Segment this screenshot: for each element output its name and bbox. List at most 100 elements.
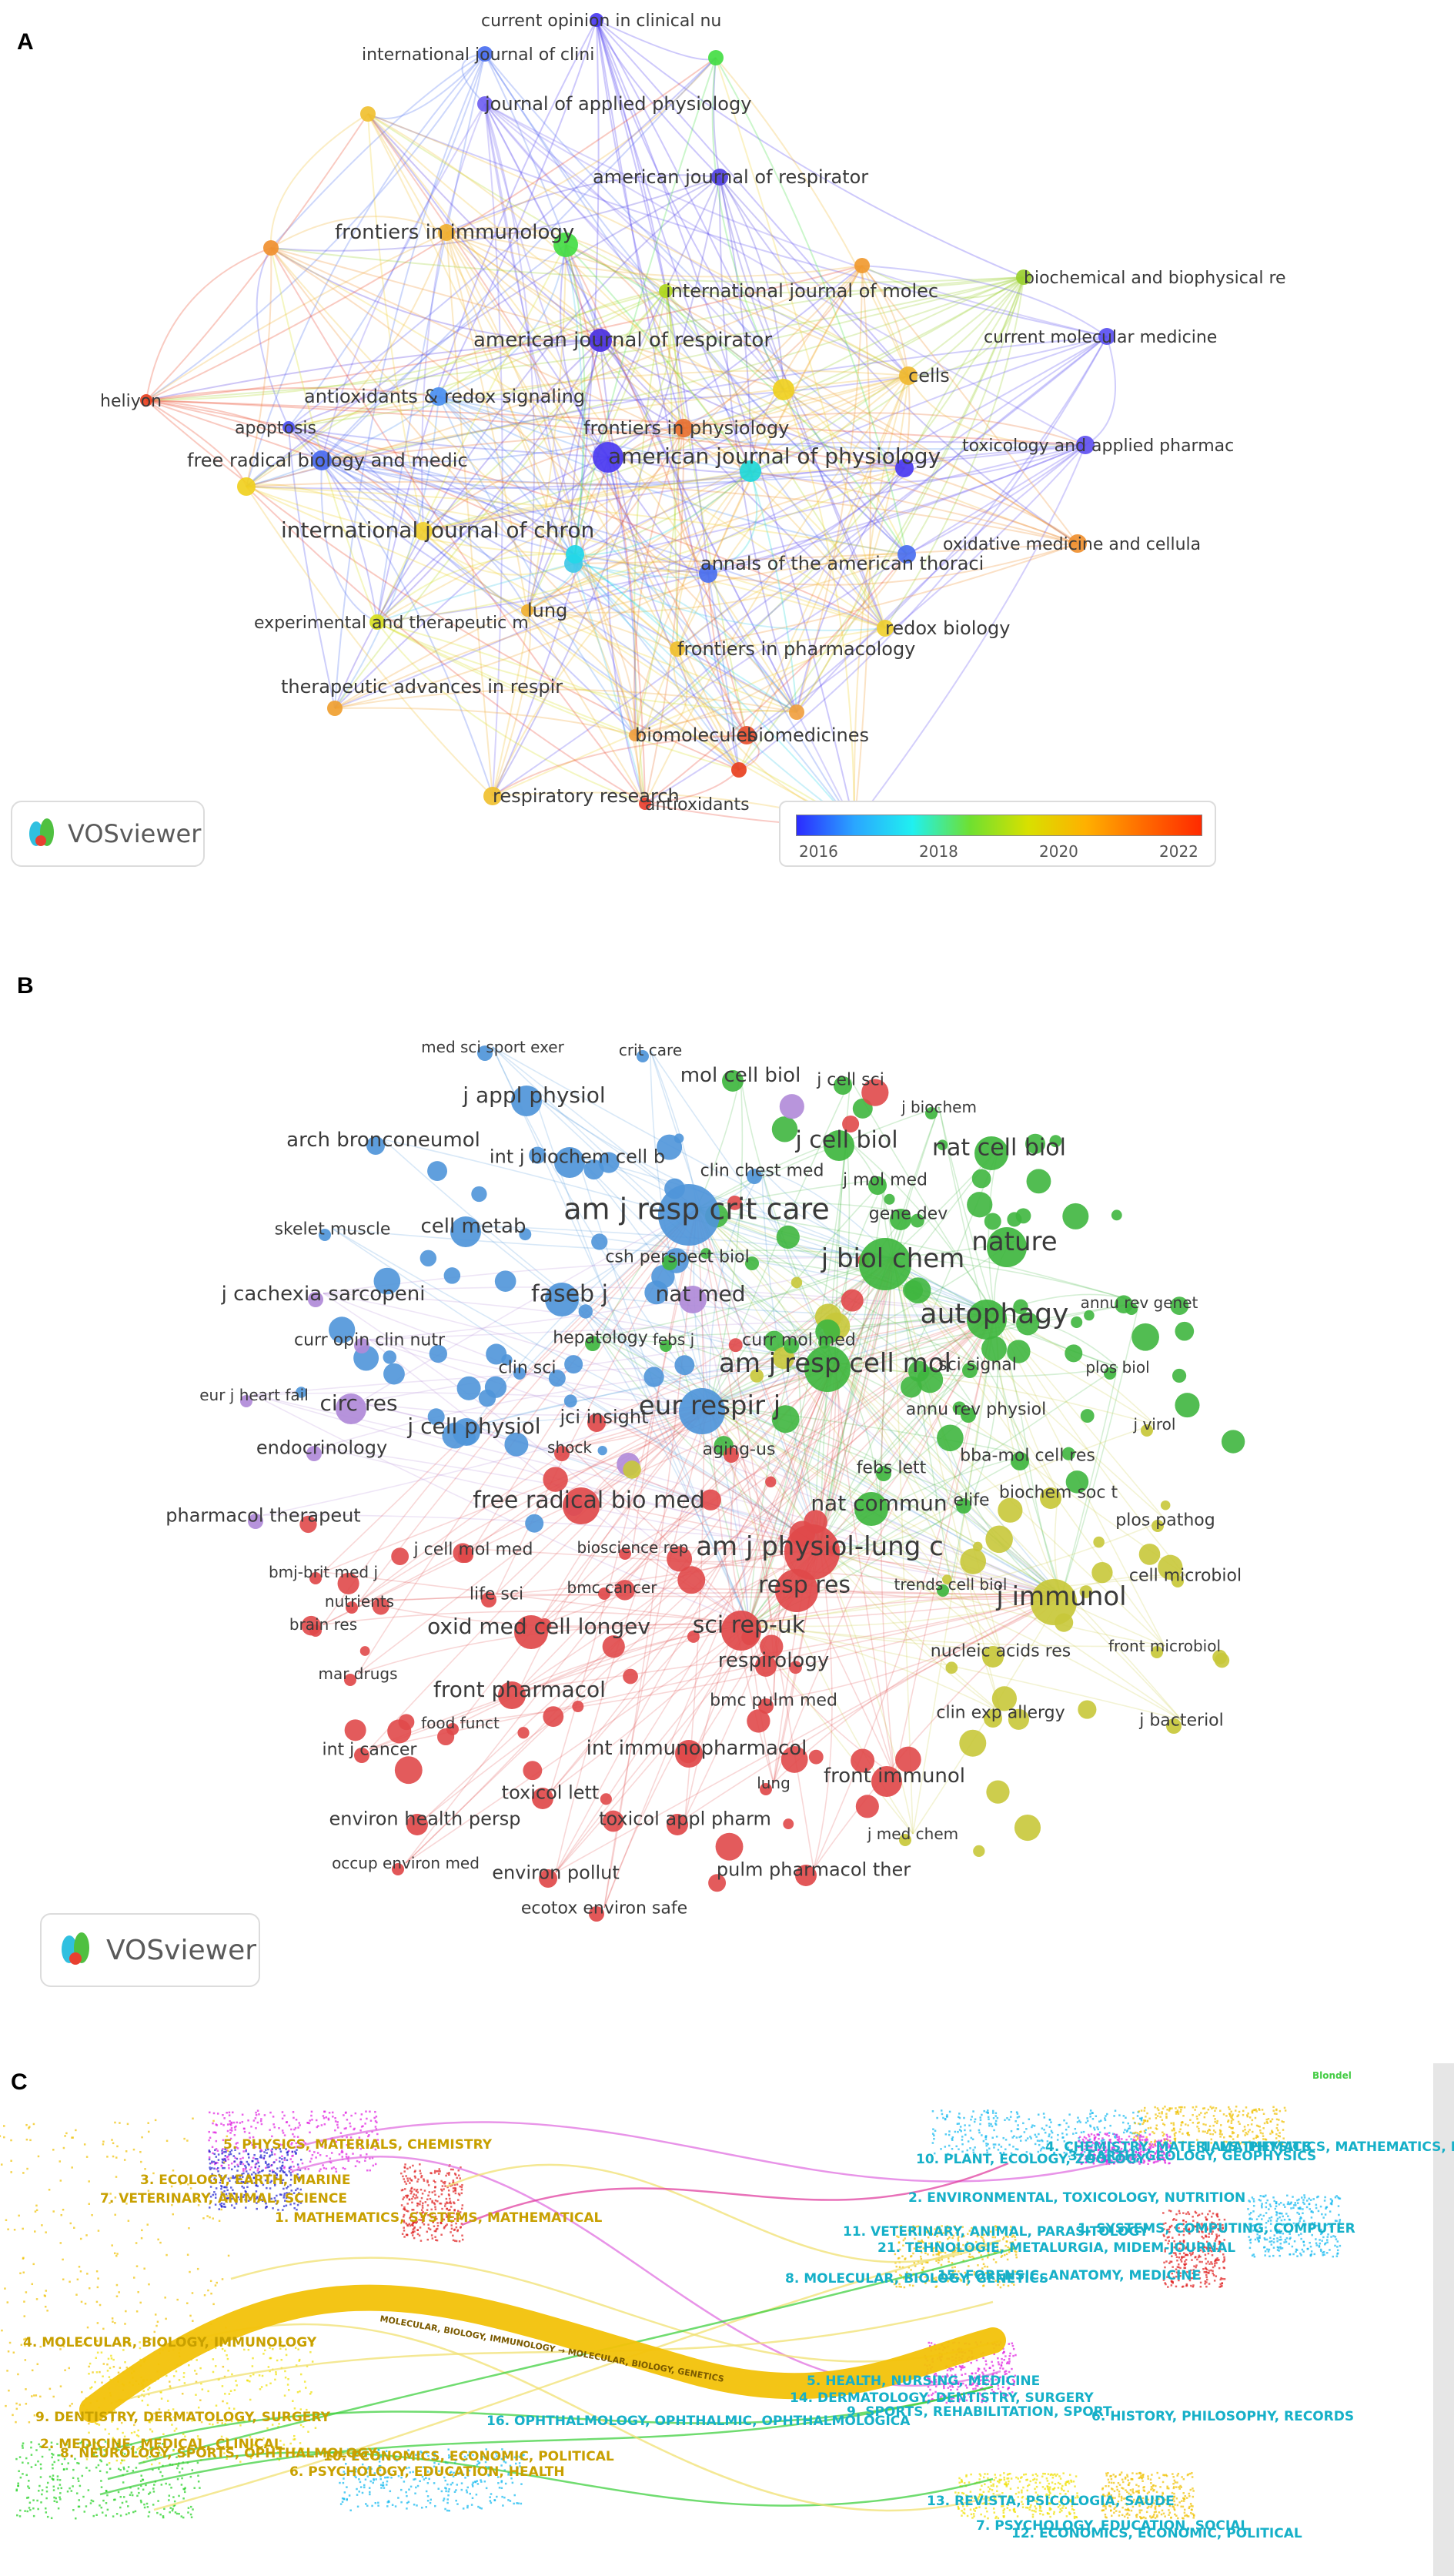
map-dot [1228,2126,1231,2129]
map-dot [1185,2123,1187,2126]
map-dot [948,2130,951,2133]
map-dot [1204,2283,1206,2285]
journal-label: bmc pulm med [710,1691,837,1711]
map-dot [71,2136,73,2139]
map-dot [1148,2152,1151,2154]
map-dot [122,2349,125,2351]
map-dot [402,2198,404,2200]
map-dot [229,2132,232,2134]
map-dot [236,2163,239,2166]
map-dot [1169,2147,1172,2150]
map-dot [919,2278,922,2280]
map-dot [262,2353,265,2355]
journal-label: int j biochem cell b [490,1146,665,1167]
map-dot [1016,2515,1019,2517]
map-dot [477,2462,480,2465]
map-dot [993,2129,995,2132]
map-dot [403,2230,406,2232]
map-dot [285,2417,288,2420]
map-dot [346,2448,349,2451]
journal-node [841,1289,864,1312]
map-dot [971,2255,974,2258]
map-dot [128,2512,130,2514]
map-dot [383,2487,386,2489]
map-dot [1132,2138,1135,2141]
map-dot [45,2507,47,2510]
map-dot [135,2451,137,2454]
journal-node [897,545,916,564]
map-dot [249,2375,252,2377]
map-dot [1014,2354,1017,2357]
map-dot [173,2500,176,2503]
map-dot [149,2491,152,2494]
map-dot [974,2146,976,2149]
map-dot [345,2111,347,2114]
map-dot [1008,2251,1011,2253]
map-dot [169,2419,171,2422]
map-dot [400,2488,403,2491]
map-dot [963,2508,966,2511]
map-dot [1108,2148,1110,2150]
map-dot [895,2226,898,2229]
journal-node [511,1086,542,1116]
map-dot [1315,2203,1318,2206]
map-dot [987,2251,990,2254]
map-dot [229,2390,232,2392]
map-dot [366,2457,368,2461]
map-dot [1172,2236,1174,2239]
map-dot [942,2277,945,2280]
map-dot [31,2369,34,2372]
map-dot [1205,2235,1207,2238]
map-dot [944,2230,947,2232]
map-dot [242,2196,245,2198]
map-dot [273,2153,276,2156]
map-dot [951,2384,954,2387]
map-dot [299,2202,302,2204]
map-dot [1205,2273,1208,2277]
map-dot [1091,2146,1093,2149]
map-dot [285,2173,287,2176]
map-dot [295,2119,298,2121]
map-dot [961,2364,964,2367]
map-dot [416,2211,419,2214]
map-dot [269,2129,271,2131]
map-dot [1172,2123,1175,2126]
map-dot [45,2497,48,2500]
map-dot [926,2261,928,2263]
map-dot [1092,2149,1095,2152]
map-dot [938,2241,941,2243]
map-dot [256,2158,259,2160]
map-dot [956,2243,958,2246]
journal-node [453,1418,480,1446]
map-dot [409,2192,413,2195]
map-dot [296,2203,299,2206]
map-dot [907,2266,911,2269]
map-dot [254,2163,257,2166]
journal-label: crit care [619,1041,682,1059]
journal-node [429,1344,447,1363]
journal-node [1068,534,1087,553]
map-dot [117,2467,120,2471]
map-dot [1034,2143,1037,2146]
map-dot [449,2200,452,2203]
map-dot [409,2471,412,2474]
map-dot [1008,2360,1011,2363]
map-dot [100,2506,103,2509]
map-dot [289,2203,292,2206]
map-dot [277,2209,279,2211]
map-dot [1165,2283,1167,2286]
map-dot [1175,2285,1178,2288]
map-dot [288,2166,291,2169]
map-dot [1112,2162,1115,2165]
map-dot [216,2168,218,2170]
map-dot [281,2165,283,2167]
map-dot [55,2501,58,2504]
map-dot [179,2417,182,2419]
map-dot [292,2111,295,2113]
map-dot [967,2279,969,2282]
map-dot [953,2273,956,2276]
map-dot [106,2508,109,2511]
map-dot [208,2156,211,2159]
map-dot [919,2255,922,2258]
map-dot [1272,2196,1275,2199]
